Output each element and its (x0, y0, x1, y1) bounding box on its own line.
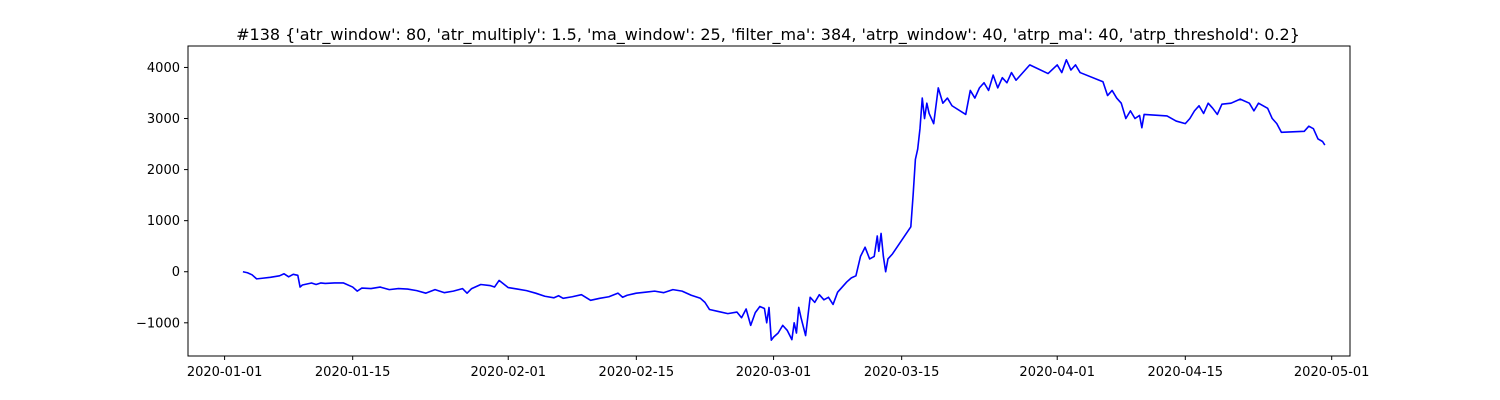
x-tick-label: 2020-04-15 (1148, 365, 1224, 380)
y-tick-label: 1000 (147, 214, 180, 229)
y-tick-label: −1000 (136, 316, 180, 331)
chart-title: #138 {'atr_window': 80, 'atr_multiply': … (236, 25, 1300, 45)
plot-frame (187, 45, 1351, 357)
series-line-0 (242, 58, 1326, 341)
x-tick-label: 2020-03-15 (864, 365, 940, 380)
series-layer (242, 58, 1326, 341)
x-tick-label: 2020-01-01 (187, 365, 263, 380)
y-tick-label: 2000 (147, 163, 180, 178)
plot-background (188, 46, 1350, 356)
x-tick-label: 2020-04-01 (1019, 365, 1095, 380)
plot-area (188, 46, 1350, 356)
y-tick-label: 3000 (147, 112, 180, 127)
x-tick-label: 2020-02-15 (599, 365, 675, 380)
y-tick-label: 4000 (147, 61, 180, 76)
x-tick-label: 2020-02-01 (470, 365, 546, 380)
axes: 2020-01-01 2020-01-15 2020-02-01 2020-02-15… (136, 45, 1370, 380)
x-tick-label: 2020-05-01 (1294, 365, 1370, 380)
x-tick-label: 2020-03-01 (736, 365, 812, 380)
y-tick-label: 0 (172, 265, 180, 280)
x-tick-label: 2020-01-15 (315, 365, 391, 380)
